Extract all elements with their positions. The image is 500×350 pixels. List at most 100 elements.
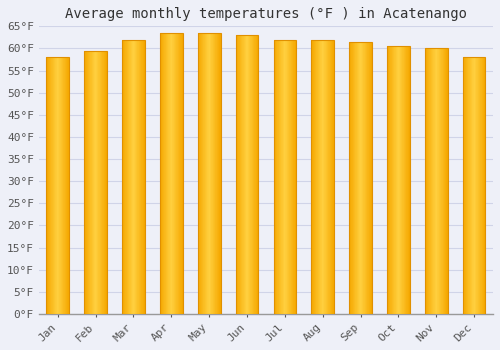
Bar (176, 33, 177, 314)
Bar (86, 51, 87, 314)
Bar (464, 57, 465, 314)
Bar (46, 57, 69, 314)
Bar (67, 57, 68, 314)
Bar (65, 57, 66, 314)
Bar (123, 40, 124, 314)
Bar (483, 57, 484, 314)
Bar (473, 57, 474, 314)
Bar (320, 40, 321, 314)
Bar (465, 57, 466, 314)
Bar (54, 57, 55, 314)
Bar (322, 40, 324, 314)
Bar (425, 48, 448, 314)
Bar (318, 40, 320, 314)
Bar (142, 40, 143, 314)
Bar (472, 57, 473, 314)
Bar (289, 40, 290, 314)
Bar (181, 33, 182, 314)
Bar (169, 33, 170, 314)
Bar (328, 40, 329, 314)
Bar (177, 33, 178, 314)
Bar (85, 51, 86, 314)
Bar (61, 57, 62, 314)
Bar (167, 33, 168, 314)
Bar (349, 42, 372, 314)
Bar (434, 48, 435, 314)
Bar (219, 33, 220, 314)
Bar (89, 51, 90, 314)
Bar (288, 40, 289, 314)
Bar (96, 51, 98, 314)
Bar (470, 57, 472, 314)
Bar (198, 33, 220, 314)
Bar (217, 33, 218, 314)
Bar (312, 40, 313, 314)
Bar (407, 46, 408, 314)
Bar (361, 42, 362, 314)
Bar (447, 48, 448, 314)
Bar (215, 33, 216, 314)
Bar (236, 35, 237, 314)
Bar (352, 42, 353, 314)
Bar (275, 40, 276, 314)
Bar (312, 40, 334, 314)
Bar (321, 40, 322, 314)
Bar (291, 40, 292, 314)
Bar (463, 57, 485, 314)
Bar (477, 57, 478, 314)
Bar (216, 33, 217, 314)
Bar (466, 57, 468, 314)
Bar (315, 40, 316, 314)
Bar (105, 51, 106, 314)
Bar (439, 48, 440, 314)
Bar (368, 42, 369, 314)
Bar (349, 42, 350, 314)
Bar (484, 57, 485, 314)
Bar (202, 33, 203, 314)
Bar (350, 42, 351, 314)
Bar (98, 51, 99, 314)
Bar (257, 35, 258, 314)
Bar (104, 51, 105, 314)
Bar (330, 40, 331, 314)
Bar (364, 42, 365, 314)
Bar (144, 40, 145, 314)
Bar (162, 33, 163, 314)
Bar (172, 33, 173, 314)
Bar (200, 33, 201, 314)
Bar (431, 48, 432, 314)
Bar (435, 48, 436, 314)
Bar (476, 57, 477, 314)
Bar (394, 46, 395, 314)
Bar (139, 40, 140, 314)
Bar (173, 33, 174, 314)
Bar (425, 48, 426, 314)
Bar (278, 40, 279, 314)
Bar (68, 57, 69, 314)
Bar (52, 57, 53, 314)
Bar (130, 40, 131, 314)
Bar (426, 48, 427, 314)
Bar (445, 48, 446, 314)
Bar (237, 35, 238, 314)
Bar (134, 40, 135, 314)
Bar (206, 33, 207, 314)
Bar (433, 48, 434, 314)
Bar (427, 48, 428, 314)
Bar (279, 40, 280, 314)
Bar (143, 40, 144, 314)
Bar (400, 46, 402, 314)
Bar (360, 42, 361, 314)
Bar (287, 40, 288, 314)
Bar (165, 33, 166, 314)
Bar (66, 57, 67, 314)
Bar (140, 40, 141, 314)
Bar (469, 57, 470, 314)
Bar (402, 46, 403, 314)
Bar (463, 57, 464, 314)
Bar (357, 42, 358, 314)
Bar (280, 40, 281, 314)
Bar (132, 40, 133, 314)
Bar (164, 33, 165, 314)
Bar (59, 57, 60, 314)
